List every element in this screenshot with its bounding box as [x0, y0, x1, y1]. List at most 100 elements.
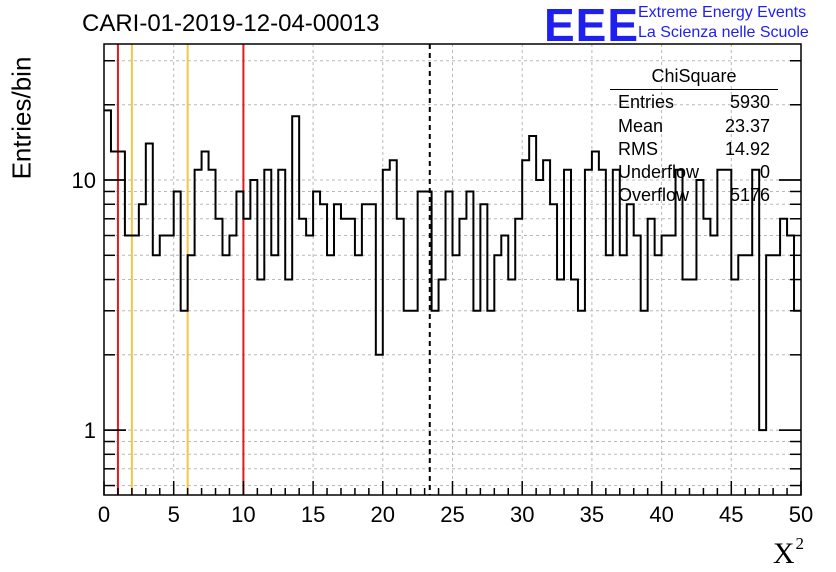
histogram-bin	[696, 180, 703, 495]
x-tick-label: 50	[789, 502, 813, 527]
histogram-bin	[404, 311, 411, 495]
histogram-bin	[278, 170, 285, 495]
histogram-bin	[222, 255, 229, 495]
histogram-bin	[703, 219, 710, 495]
histogram-bin	[348, 219, 355, 495]
x-tick-label: 45	[719, 502, 743, 527]
histogram-bin	[425, 191, 432, 495]
histogram-bin	[369, 204, 376, 495]
histogram-bin	[216, 219, 223, 495]
histogram-bin	[564, 170, 571, 495]
histogram-bin	[508, 280, 515, 495]
histogram-bin	[195, 170, 202, 495]
histogram-bin	[480, 204, 487, 495]
histogram-bin	[153, 255, 160, 495]
histogram-bin	[522, 160, 529, 495]
histogram-bin	[139, 204, 146, 495]
stats-title: ChiSquare	[651, 66, 737, 86]
histogram-bin	[355, 255, 362, 495]
stat-value: 5930	[729, 92, 770, 112]
histogram-bin	[432, 311, 439, 495]
x-tick-label: 15	[301, 502, 325, 527]
x-tick-label: 25	[440, 502, 464, 527]
histogram-bin	[487, 311, 494, 495]
histogram-bin	[599, 170, 606, 495]
stat-key: Entries	[618, 92, 675, 112]
histogram-bin	[578, 311, 585, 495]
x-tick-label: 35	[580, 502, 604, 527]
histogram-bin	[648, 219, 655, 495]
histogram-bin	[202, 152, 209, 495]
histogram-bin	[557, 280, 564, 495]
histogram-bin	[327, 255, 334, 495]
histogram-bin	[752, 170, 759, 495]
histogram-bin	[585, 170, 592, 495]
histogram-bin	[236, 191, 243, 495]
x-tick-label: 5	[168, 502, 180, 527]
x-axis-title-main: X	[772, 537, 795, 570]
histogram-bin	[613, 170, 620, 495]
x-tick-label: 0	[98, 502, 110, 527]
histogram-outline	[104, 109, 801, 432]
histogram-bin	[313, 191, 320, 495]
histogram-bin	[676, 170, 683, 495]
histogram-bin	[341, 219, 348, 495]
histogram-bin	[334, 204, 341, 495]
stat-row-entries: Entries 5930	[618, 92, 770, 114]
histogram-bin	[459, 219, 466, 495]
histogram-bin	[320, 204, 327, 495]
histogram-bin	[759, 430, 766, 495]
stat-key: Mean	[618, 116, 664, 136]
logo-mark: EEE	[544, 0, 640, 51]
histogram-bin	[717, 170, 724, 495]
histogram-bin	[229, 236, 236, 495]
stat-row-rms: RMS 14.92	[618, 139, 770, 161]
stat-value: 5176	[729, 185, 770, 205]
histogram-bin	[299, 219, 306, 495]
histogram-bin	[132, 236, 139, 495]
histogram-bin	[794, 311, 801, 495]
histogram-bin	[439, 280, 446, 495]
x-tick-label: 20	[371, 502, 395, 527]
histogram-bin	[773, 255, 780, 495]
stat-value: 14.92	[724, 139, 770, 159]
histogram-bin	[571, 280, 578, 495]
stats-divider	[610, 89, 778, 90]
histogram-bin	[243, 219, 250, 495]
stat-key: Underflow	[618, 162, 700, 182]
histogram-bin	[731, 280, 738, 495]
histogram-bin	[285, 280, 292, 495]
histogram-bin	[411, 311, 418, 495]
stat-key: Overflow	[618, 185, 690, 205]
histogram-bin	[146, 144, 153, 495]
logo-line-2: La Scienza nelle Scuole	[638, 24, 809, 41]
histogram-bin	[118, 152, 125, 495]
histogram-bin	[306, 236, 313, 495]
histogram-bin	[209, 170, 216, 495]
stat-value: 23.37	[724, 116, 770, 136]
histogram-bin	[536, 180, 543, 495]
histogram-bin	[787, 236, 794, 495]
histogram-bin	[620, 255, 627, 495]
histogram-bin	[592, 152, 599, 495]
logo-line-1: Extreme Energy Events	[638, 4, 807, 21]
histogram-bin	[766, 255, 773, 495]
stat-row-overflow: Overflow 5176	[618, 185, 770, 207]
histogram-bin	[104, 110, 111, 495]
histogram-bin	[181, 311, 188, 495]
histogram-bin	[683, 280, 690, 495]
histogram-bin	[655, 255, 662, 495]
histogram-bin	[446, 191, 453, 495]
histogram-bin	[111, 152, 118, 495]
page-title: CARI-01-2019-12-04-00013	[82, 10, 380, 37]
histogram-bin	[515, 219, 522, 495]
histogram-bin	[710, 236, 717, 495]
histogram-bin	[292, 116, 299, 495]
histogram-bin	[174, 191, 181, 495]
x-axis-title: X2	[773, 534, 804, 571]
histogram-bin	[383, 170, 390, 495]
histogram-bin	[257, 280, 264, 495]
histogram-bin	[634, 236, 641, 495]
histogram-bin	[745, 255, 752, 495]
